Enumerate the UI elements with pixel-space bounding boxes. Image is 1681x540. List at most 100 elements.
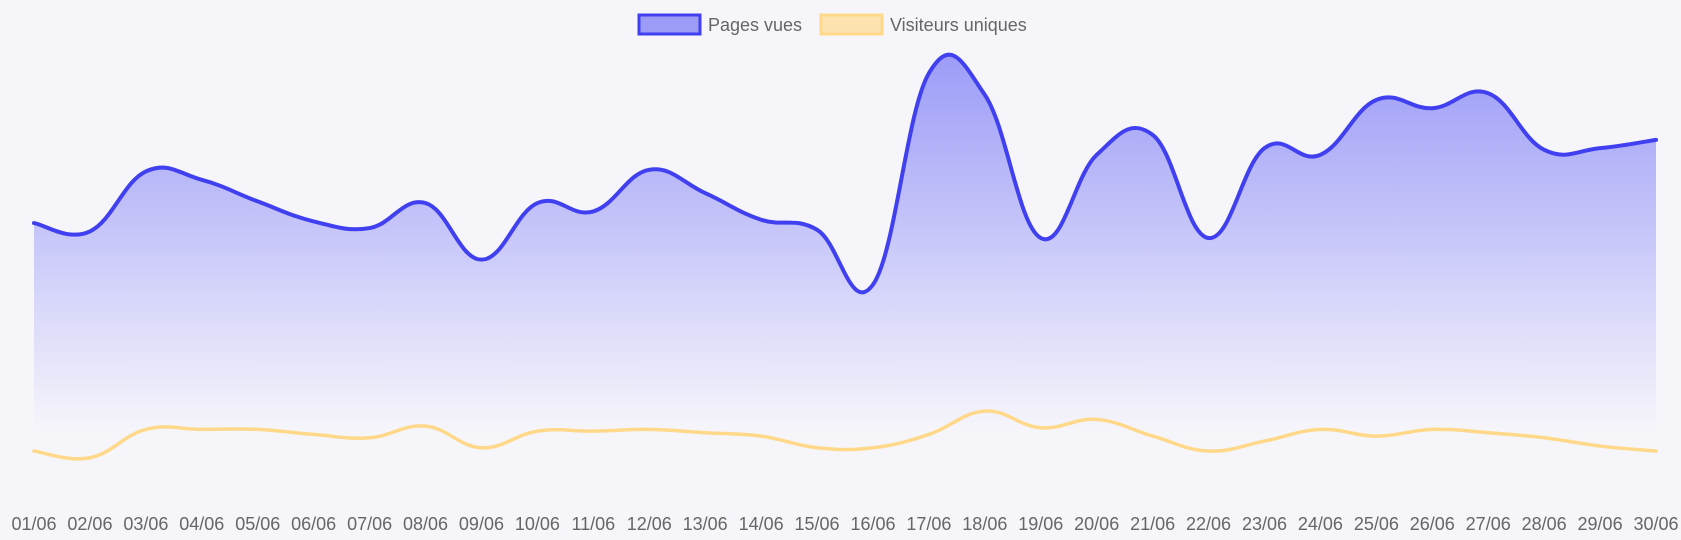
- data-point-visiteurs-uniques-30-06[interactable]: [1650, 445, 1662, 457]
- data-point-pages-vues-04-06[interactable]: [196, 174, 208, 186]
- data-point-visiteurs-uniques-07-06[interactable]: [364, 432, 376, 444]
- x-tick-label: 07/06: [347, 514, 392, 534]
- series-line-pages-vues[interactable]: [32, 52, 1658, 295]
- data-point-visiteurs-uniques-22-06[interactable]: [1203, 445, 1215, 457]
- x-tick-label: 20/06: [1074, 514, 1119, 534]
- x-tick-label: 25/06: [1354, 514, 1399, 534]
- x-tick-label: 02/06: [67, 514, 112, 534]
- data-point-pages-vues-26-06[interactable]: [1426, 102, 1438, 114]
- x-tick-label: 01/06: [11, 514, 56, 534]
- data-point-pages-vues-14-06[interactable]: [755, 214, 767, 226]
- x-tick-label: 06/06: [291, 514, 336, 534]
- data-point-pages-vues-27-06[interactable]: [1482, 87, 1494, 99]
- data-point-pages-vues-17-06[interactable]: [923, 67, 935, 79]
- legend-swatch-visiteurs-uniques[interactable]: [819, 13, 884, 36]
- series-areas: [34, 54, 1656, 430]
- data-point-pages-vues-03-06[interactable]: [140, 165, 152, 177]
- x-tick-label: 14/06: [739, 514, 784, 534]
- data-point-visiteurs-uniques-26-06[interactable]: [1426, 423, 1438, 435]
- data-point-pages-vues-12-06[interactable]: [643, 164, 655, 176]
- x-tick-label: 29/06: [1578, 514, 1623, 534]
- x-tick-label: 09/06: [459, 514, 504, 534]
- data-point-visiteurs-uniques-17-06[interactable]: [923, 428, 935, 440]
- data-point-pages-vues-30-06[interactable]: [1650, 134, 1662, 146]
- data-point-pages-vues-19-06[interactable]: [1035, 232, 1047, 244]
- data-point-visiteurs-uniques-04-06[interactable]: [196, 423, 208, 435]
- data-point-visiteurs-uniques-28-06[interactable]: [1538, 432, 1550, 444]
- x-tick-label: 03/06: [123, 514, 168, 534]
- x-tick-label: 22/06: [1186, 514, 1231, 534]
- legend-label-pages-vues[interactable]: Pages vues: [708, 15, 802, 35]
- data-point-pages-vues-29-06[interactable]: [1594, 142, 1606, 154]
- data-point-pages-vues-20-06[interactable]: [1091, 149, 1103, 161]
- data-point-visiteurs-uniques-27-06[interactable]: [1482, 427, 1494, 439]
- data-point-visiteurs-uniques-09-06[interactable]: [475, 442, 487, 454]
- x-tick-label: 21/06: [1130, 514, 1175, 534]
- x-tick-label: 27/06: [1466, 514, 1511, 534]
- data-point-pages-vues-15-06[interactable]: [811, 224, 823, 236]
- x-tick-label: 19/06: [1018, 514, 1063, 534]
- data-point-visiteurs-uniques-21-06[interactable]: [1147, 430, 1159, 442]
- data-point-pages-vues-25-06[interactable]: [1370, 94, 1382, 106]
- data-point-pages-vues-21-06[interactable]: [1147, 129, 1159, 141]
- data-point-visiteurs-uniques-08-06[interactable]: [420, 420, 432, 432]
- data-point-visiteurs-uniques-14-06[interactable]: [755, 430, 767, 442]
- x-tick-label: 13/06: [683, 514, 728, 534]
- series-area-pages-vues: [34, 54, 1656, 430]
- data-point-visiteurs-uniques-10-06[interactable]: [531, 425, 543, 437]
- data-point-visiteurs-uniques-03-06[interactable]: [140, 423, 152, 435]
- x-tick-label: 16/06: [850, 514, 895, 534]
- x-tick-label: 18/06: [962, 514, 1007, 534]
- data-point-pages-vues-11-06[interactable]: [587, 205, 599, 217]
- legend-label-visiteurs-uniques[interactable]: Visiteurs uniques: [890, 15, 1027, 35]
- data-point-pages-vues-28-06[interactable]: [1538, 144, 1550, 156]
- data-point-visiteurs-uniques-02-06[interactable]: [84, 452, 96, 464]
- data-point-visiteurs-uniques-23-06[interactable]: [1258, 435, 1270, 447]
- x-tick-label: 12/06: [627, 514, 672, 534]
- data-point-pages-vues-23-06[interactable]: [1258, 142, 1270, 154]
- x-tick-label: 05/06: [235, 514, 280, 534]
- data-point-pages-vues-07-06[interactable]: [364, 222, 376, 234]
- data-point-visiteurs-uniques-15-06[interactable]: [811, 442, 823, 454]
- data-point-pages-vues-09-06[interactable]: [475, 254, 487, 266]
- legend-swatch-pages-vues[interactable]: [637, 13, 702, 36]
- data-point-visiteurs-uniques-05-06[interactable]: [252, 423, 264, 435]
- data-point-visiteurs-uniques-11-06[interactable]: [587, 425, 599, 437]
- x-tick-label: 15/06: [795, 514, 840, 534]
- data-point-pages-vues-05-06[interactable]: [252, 195, 264, 207]
- chart-legend: Pages vues Visiteurs uniques: [637, 13, 1027, 36]
- x-tick-label: 10/06: [515, 514, 560, 534]
- x-tick-label: 24/06: [1298, 514, 1343, 534]
- data-point-visiteurs-uniques-18-06[interactable]: [979, 405, 991, 417]
- data-point-visiteurs-uniques-20-06[interactable]: [1091, 413, 1103, 425]
- data-point-pages-vues-08-06[interactable]: [420, 197, 432, 209]
- data-point-visiteurs-uniques-12-06[interactable]: [643, 423, 655, 435]
- series-line-visiteurs-uniques[interactable]: [32, 409, 1658, 461]
- data-point-visiteurs-uniques-16-06[interactable]: [867, 442, 879, 454]
- x-tick-label: 28/06: [1522, 514, 1567, 534]
- data-point-pages-vues-22-06[interactable]: [1203, 232, 1215, 244]
- data-point-pages-vues-18-06[interactable]: [979, 89, 991, 101]
- x-tick-label: 23/06: [1242, 514, 1287, 534]
- data-point-pages-vues-13-06[interactable]: [699, 187, 711, 199]
- data-point-visiteurs-uniques-06-06[interactable]: [308, 428, 320, 440]
- data-point-pages-vues-16-06[interactable]: [867, 279, 879, 291]
- data-point-visiteurs-uniques-01-06[interactable]: [28, 445, 40, 457]
- data-point-visiteurs-uniques-13-06[interactable]: [699, 427, 711, 439]
- data-point-visiteurs-uniques-29-06[interactable]: [1594, 440, 1606, 452]
- data-point-pages-vues-10-06[interactable]: [531, 197, 543, 209]
- data-point-pages-vues-06-06[interactable]: [308, 215, 320, 227]
- data-point-pages-vues-02-06[interactable]: [84, 225, 96, 237]
- x-tick-label: 26/06: [1410, 514, 1455, 534]
- data-point-visiteurs-uniques-19-06[interactable]: [1035, 422, 1047, 434]
- series-lines: [28, 52, 1662, 464]
- x-tick-label: 11/06: [571, 514, 615, 534]
- x-tick-label: 30/06: [1633, 514, 1678, 534]
- data-point-pages-vues-24-06[interactable]: [1314, 149, 1326, 161]
- data-point-visiteurs-uniques-24-06[interactable]: [1314, 423, 1326, 435]
- x-tick-label: 08/06: [403, 514, 448, 534]
- data-point-pages-vues-01-06[interactable]: [28, 217, 40, 229]
- data-point-visiteurs-uniques-25-06[interactable]: [1370, 430, 1382, 442]
- x-tick-label: 04/06: [179, 514, 224, 534]
